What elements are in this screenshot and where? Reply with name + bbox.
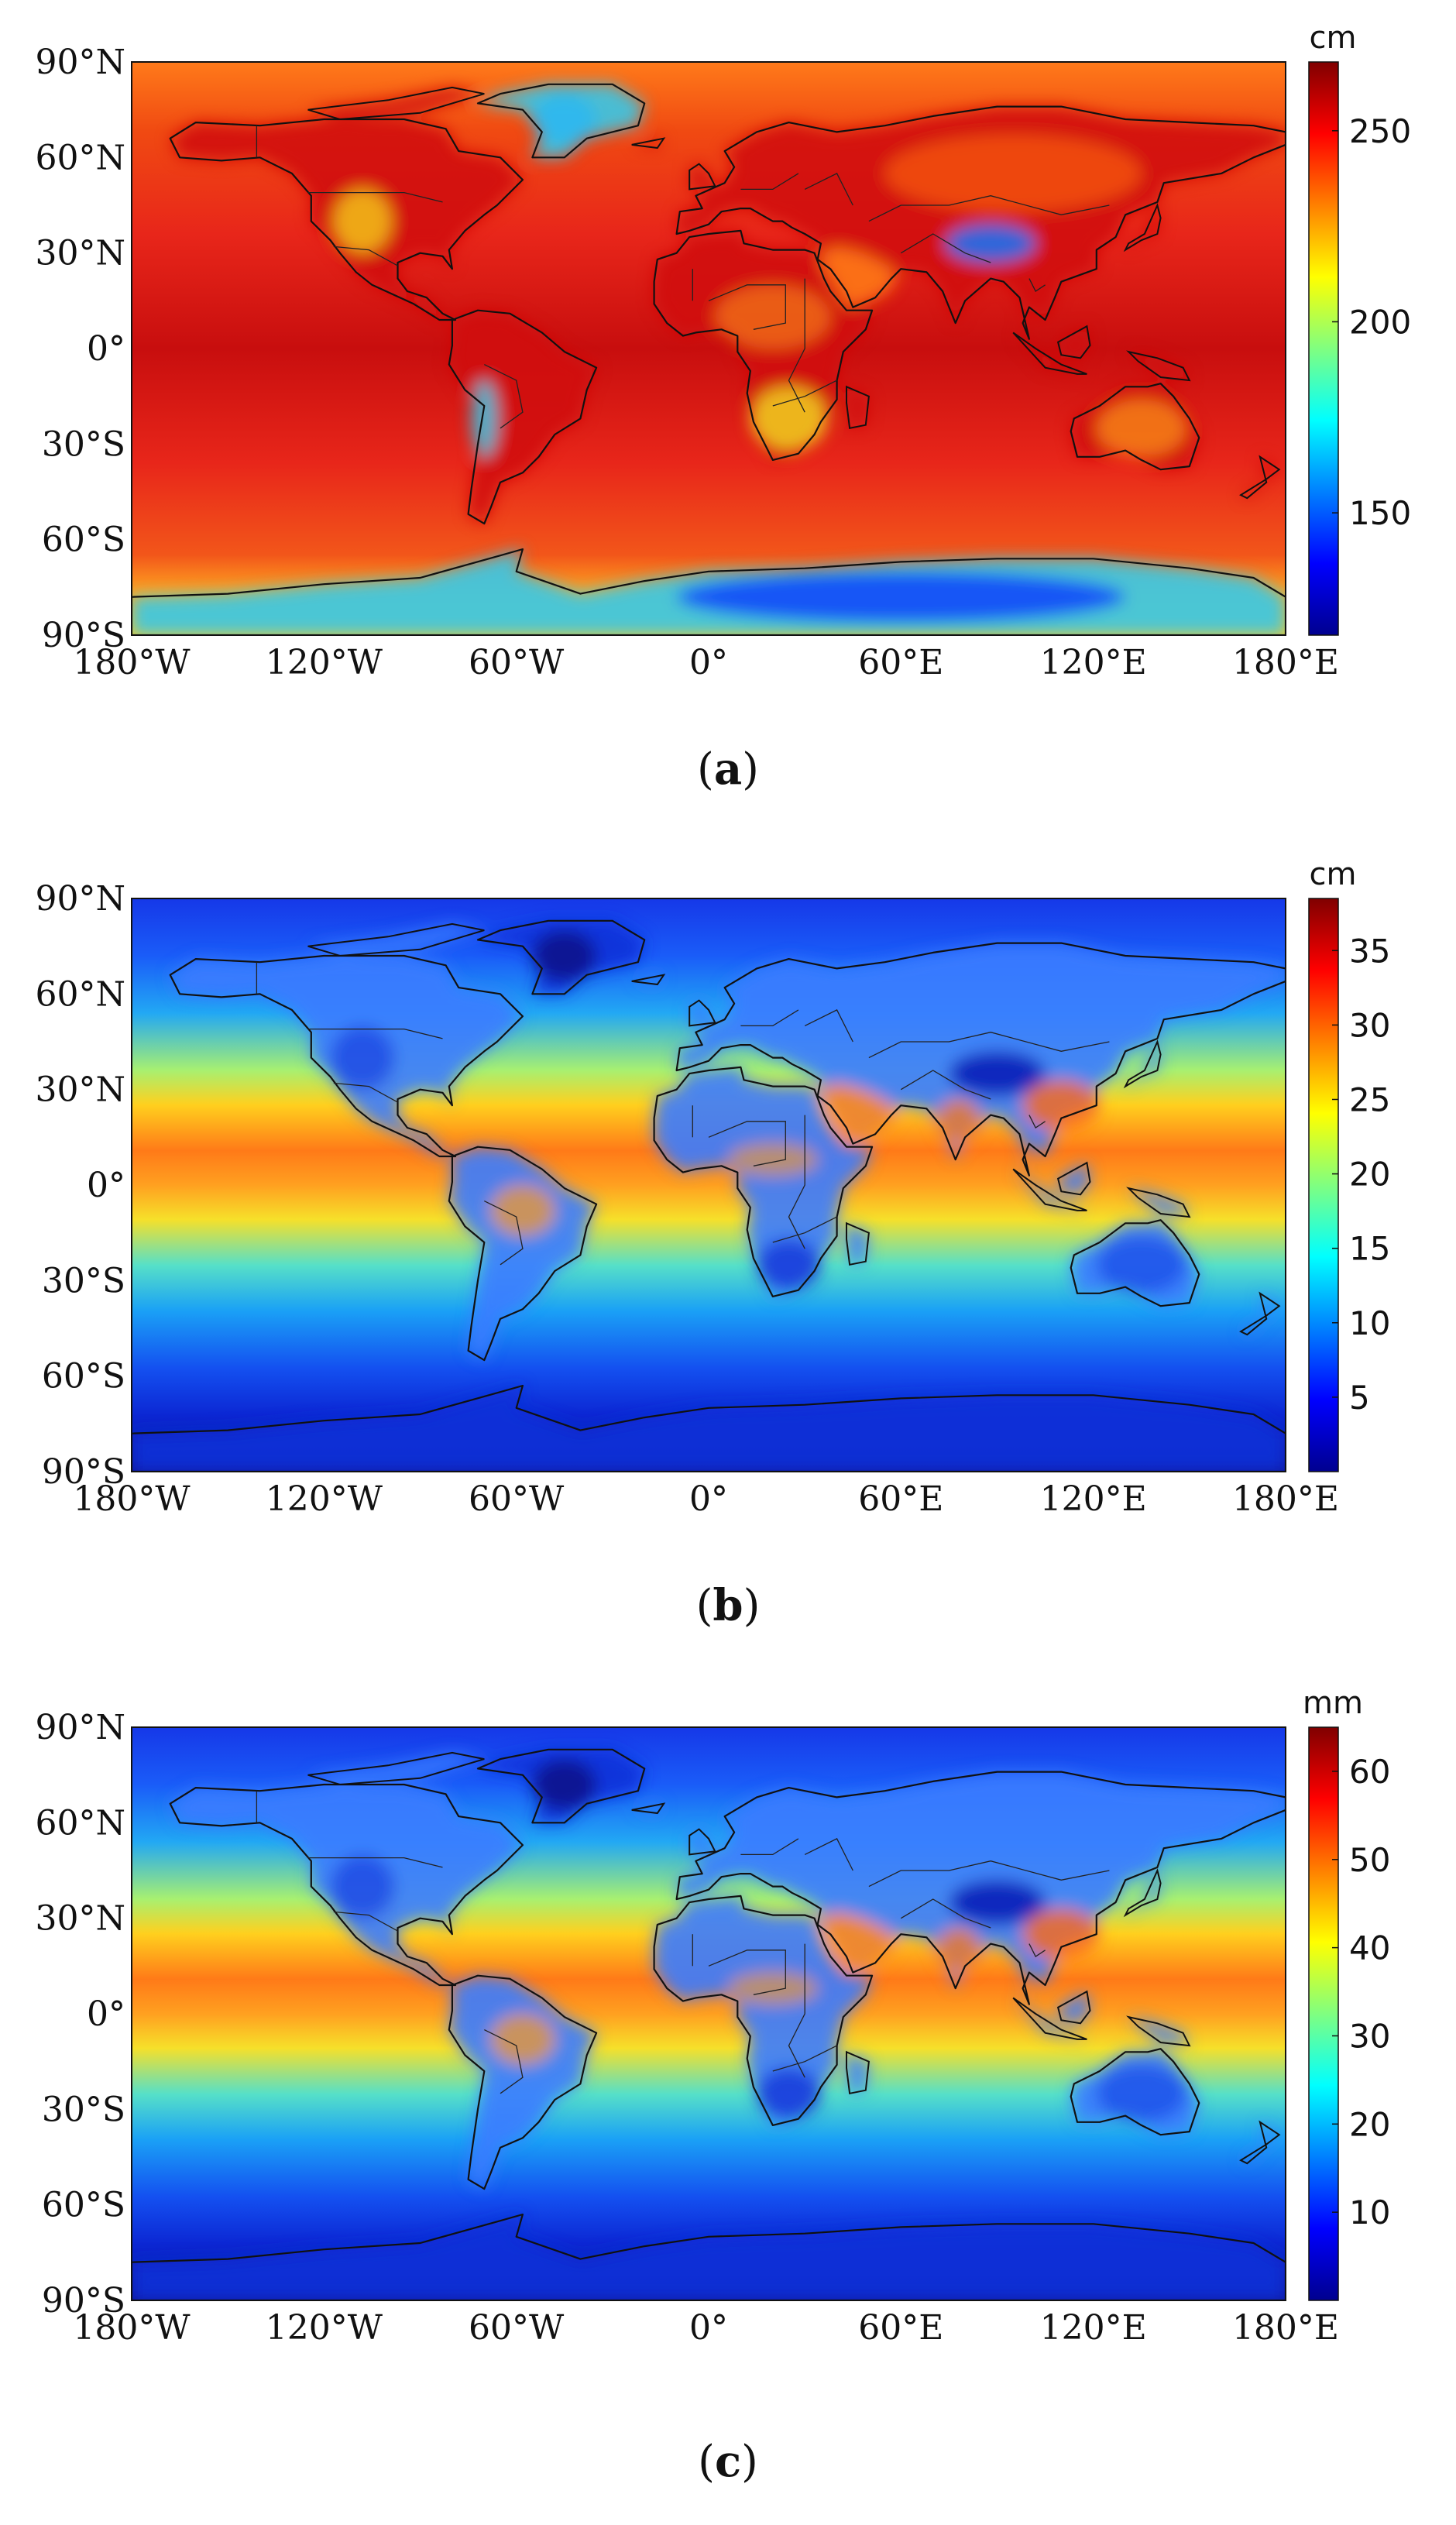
lon-tick-label: 60°W [469,643,565,682]
colorbar-tick-label: 40 [1349,1929,1390,1967]
lon-tick-label: 180°W [73,643,191,682]
lat-tick-label: 30°N [36,234,126,273]
colorbar-tick-label: 5 [1349,1379,1370,1417]
lon-tick-label: 180°E [1232,2308,1339,2348]
colorbar-tick-label: 60 [1349,1753,1390,1791]
colorbar-c [1308,1726,1339,2301]
coastlines [132,83,1286,635]
lon-tick-label: 180°E [1232,1479,1339,1519]
lon-tick-label: 120°E [1040,643,1147,682]
colorbar-tick-label: 35 [1349,932,1390,970]
colorbar-tick-label: 150 [1349,494,1411,532]
lat-tick-label: 60°N [36,974,126,1014]
lat-tick-label: 30°S [42,424,125,464]
colorbar-a [1308,61,1339,636]
lat-tick-label: 90°N [36,879,126,919]
lon-tick-label: 180°E [1232,643,1339,682]
colorbar-unit: cm [1310,857,1357,892]
lat-tick-label: 60°N [36,138,126,177]
colorbar-tick-label: 20 [1349,2105,1390,2143]
lat-tick-label: 30°N [36,1899,126,1939]
map-frame [131,61,1286,636]
lon-tick-label: 120°E [1040,2308,1147,2348]
lon-tick-label: 180°W [73,2308,191,2348]
lat-tick-label: 90°N [36,1708,126,1747]
lat-tick-label: 60°S [42,1357,125,1396]
map-panel-c: 90°N 60°N 30°N 0° 30°S 60°S 90°S 180°W 120°W 60°W… [0,1665,1456,2486]
lon-tick-label: 60°E [858,1479,943,1519]
lat-tick-label: 90°N [36,43,126,82]
map-panel-a: 90°N 60°N 30°N 0° 30°S 60°S 90°S 180°W 120°W 60°W… [0,0,1456,821]
map-area-a [132,62,1286,635]
lat-tick-label: 30°S [42,2090,125,2129]
colorbar-tick-label: 10 [1349,2193,1390,2231]
map-area-b [132,898,1286,1472]
colorbar-unit: cm [1310,20,1357,56]
coastlines [132,919,1286,1472]
colorbar-unit: mm [1303,1685,1363,1721]
lon-tick-label: 120°E [1040,1479,1147,1519]
colorbar-tick-label: 30 [1349,2017,1390,2055]
lat-tick-label: 0° [87,329,125,369]
lat-tick-label: 90°S [42,616,125,655]
lat-tick-label: 60°N [36,1803,126,1843]
lat-tick-label: 0° [87,1994,125,2034]
lat-tick-label: 90°S [42,2281,125,2321]
colorbar-tick-label: 10 [1349,1304,1390,1342]
colorbar-tick-label: 30 [1349,1006,1390,1044]
caption-a: (a) [696,744,759,795]
lon-tick-label: 60°W [469,1479,565,1519]
lat-tick-label: 30°N [36,1070,126,1110]
map-frame [131,898,1286,1472]
colorbar-tick-label: 15 [1349,1230,1390,1268]
lon-tick-label: 120°W [266,643,383,682]
lon-tick-label: 0° [689,2308,728,2348]
lon-tick-label: 180°W [73,1479,191,1519]
lat-tick-label: 0° [87,1166,125,1205]
lon-tick-label: 60°W [469,2308,565,2348]
map-panel-b: 90°N 60°N 30°N 0° 30°S 60°S 90°S 180°W 120°W 60°W… [0,837,1456,1658]
map-frame [131,1726,1286,2301]
lon-tick-label: 0° [689,1479,728,1519]
map-area-c [132,1727,1286,2300]
colorbar-tick-label: 50 [1349,1841,1390,1879]
lon-tick-label: 60°E [858,2308,943,2348]
colorbar-tick-label: 25 [1349,1080,1390,1118]
lon-tick-label: 120°W [266,2308,383,2348]
colorbar-b [1308,898,1339,1472]
caption-c: (c) [698,2436,758,2487]
lat-tick-label: 30°S [42,1261,125,1300]
lat-tick-label: 90°S [42,1452,125,1492]
coastlines [132,1748,1286,2300]
lat-tick-label: 60°S [42,2186,125,2225]
caption-b: (b) [695,1580,761,1631]
colorbar-tick-label: 250 [1349,112,1411,150]
lon-tick-label: 60°E [858,643,943,682]
colorbar-tick-label: 200 [1349,303,1411,341]
lat-tick-label: 60°S [42,520,125,560]
lon-tick-label: 0° [689,643,728,682]
lon-tick-label: 120°W [266,1479,383,1519]
colorbar-tick-label: 20 [1349,1156,1390,1194]
